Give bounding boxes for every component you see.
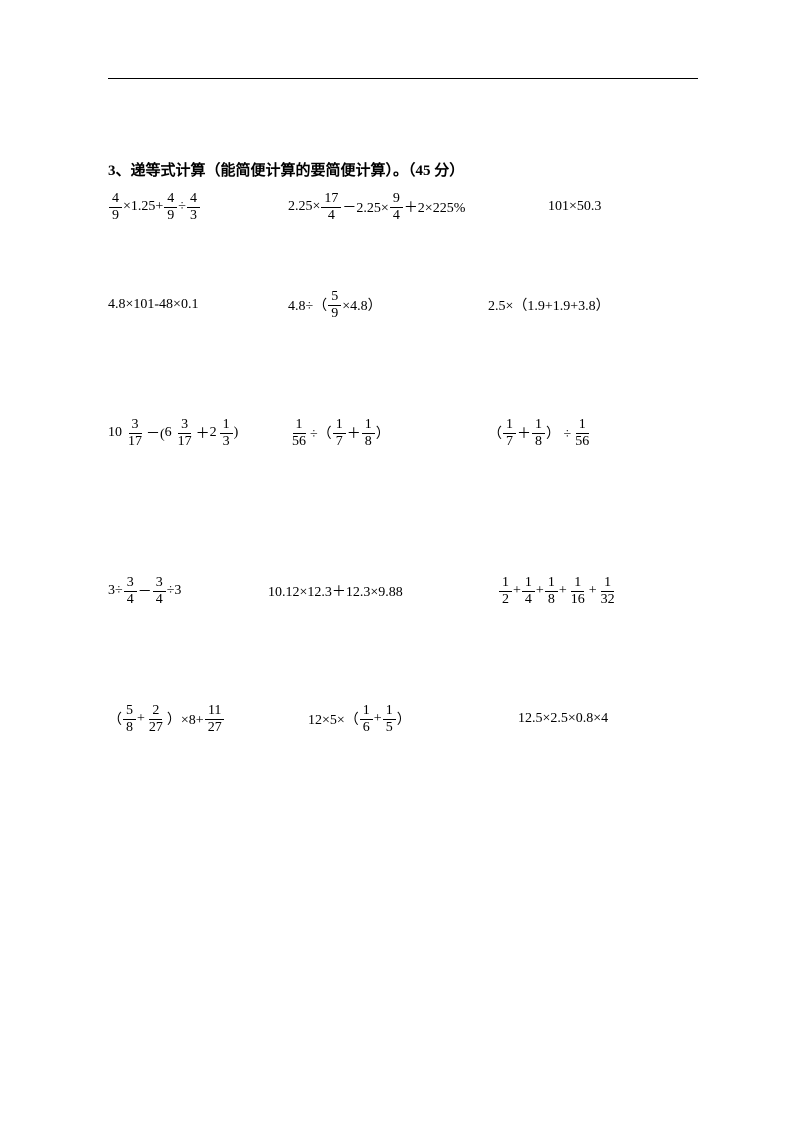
fraction: 156 <box>572 418 592 449</box>
fraction: 18 <box>545 576 558 607</box>
problem-cell: 2.25×174－2.25×94＋2×225% <box>288 192 548 223</box>
fraction: 174 <box>321 192 341 223</box>
problem-cell: 10317－( 6317＋213 ) <box>108 418 288 449</box>
problem-cell: 10.12×12.3＋12.3×9.88 <box>268 581 498 601</box>
math-text: + <box>137 711 145 727</box>
math-text: 12×5×（ <box>308 709 359 729</box>
problem-cell: （17＋18） ÷156 <box>488 418 698 449</box>
math-text: 3÷ <box>108 583 123 599</box>
math-text: ) <box>234 425 239 441</box>
mixed-number: 213 <box>210 418 234 449</box>
problem-cell: 3÷34－34÷3 <box>108 576 268 607</box>
fraction: 227 <box>146 704 166 735</box>
row-spacer <box>108 226 698 286</box>
problem-cell: 101×50.3 <box>548 199 698 215</box>
math-text: ＋2×225% <box>404 197 466 217</box>
math-text: 2.25× <box>288 199 320 215</box>
math-text: ÷3 <box>167 583 182 599</box>
math-text: －( <box>146 423 165 443</box>
problem-row: 3÷34－34÷310.12×12.3＋12.3×9.8812+14+18+11… <box>108 572 698 610</box>
fraction: 116 <box>568 576 588 607</box>
fraction: 14 <box>522 576 535 607</box>
math-text: ＋ <box>347 423 361 443</box>
fraction: 59 <box>328 290 341 321</box>
math-text: ×4.8） <box>342 295 381 315</box>
mixed-number: 6317 <box>165 418 196 449</box>
fraction: 17 <box>333 418 346 449</box>
fraction: 34 <box>124 576 137 607</box>
math-text: 4.8÷（ <box>288 295 327 315</box>
math-text: + <box>536 583 544 599</box>
problem-cell: 4.8÷（59×4.8） <box>288 290 488 321</box>
fraction: 58 <box>123 704 136 735</box>
math-text: 4.8×101-48×0.1 <box>108 297 198 313</box>
math-text: 101×50.3 <box>548 199 601 215</box>
page-content: 3、递等式计算（能简便计算的要简便计算）。（45 分） 49×1.25+49÷4… <box>108 78 698 798</box>
math-text: 2.5×（1.9+1.9+3.8） <box>488 295 610 315</box>
fraction: 17 <box>503 418 516 449</box>
fraction: 132 <box>598 576 618 607</box>
math-text: + <box>589 583 597 599</box>
math-text: ÷（ <box>310 423 332 443</box>
problem-row: 4.8×101-48×0.14.8÷（59×4.8）2.5×（1.9+1.9+3… <box>108 286 698 324</box>
fraction: 94 <box>390 192 403 223</box>
math-text: ） ÷ <box>546 423 571 443</box>
row-spacer <box>108 738 698 798</box>
row-spacer <box>108 452 698 572</box>
math-text: － <box>138 581 152 601</box>
fraction: 34 <box>153 576 166 607</box>
mixed-number: 10317 <box>108 418 146 449</box>
fraction: 43 <box>187 192 200 223</box>
math-text: + <box>513 583 521 599</box>
math-text: ＋ <box>196 423 210 443</box>
math-text: + <box>559 583 567 599</box>
problems-container: 49×1.25+49÷432.25×174－2.25×94＋2×225%101×… <box>108 188 698 798</box>
math-text: 10.12×12.3＋12.3×9.88 <box>268 581 403 601</box>
header-rule <box>108 78 698 79</box>
math-text: －2.25× <box>342 197 388 217</box>
section-title: 3、递等式计算（能简便计算的要简便计算）。（45 分） <box>108 159 698 180</box>
math-text: ＋ <box>517 423 531 443</box>
problem-cell: 12+14+18+116+132 <box>498 576 698 607</box>
fraction: 16 <box>360 704 373 735</box>
problem-row: 10317－( 6317＋213 )156÷（17＋18）（17＋18） ÷15… <box>108 414 698 452</box>
row-spacer <box>108 610 698 700</box>
problem-row: （58+227）×8+112712×5×（16+15）12.5×2.5×0.8×… <box>108 700 698 738</box>
math-text: （ <box>108 709 122 729</box>
math-text: ×1.25+ <box>123 199 163 215</box>
math-text: ） <box>397 709 411 729</box>
problem-cell: （58+227）×8+1127 <box>108 704 308 735</box>
math-text: 12.5×2.5×0.8×4 <box>518 711 608 727</box>
fraction: 156 <box>289 418 309 449</box>
math-text: ）×8+ <box>167 709 204 729</box>
fraction: 49 <box>109 192 122 223</box>
fraction: 1127 <box>205 704 225 735</box>
fraction: 18 <box>362 418 375 449</box>
problem-cell: 12.5×2.5×0.8×4 <box>518 711 698 727</box>
math-text: ） <box>376 423 390 443</box>
math-text: （ <box>488 423 502 443</box>
math-text: ÷ <box>178 199 186 215</box>
math-text: + <box>374 711 382 727</box>
problem-cell: 49×1.25+49÷43 <box>108 192 288 223</box>
problem-cell: 2.5×（1.9+1.9+3.8） <box>488 295 698 315</box>
problem-cell: 12×5×（16+15） <box>308 704 518 735</box>
fraction: 12 <box>499 576 512 607</box>
fraction: 18 <box>532 418 545 449</box>
problem-cell: 4.8×101-48×0.1 <box>108 297 288 313</box>
problem-cell: 156÷（17＋18） <box>288 418 488 449</box>
fraction: 49 <box>164 192 177 223</box>
row-spacer <box>108 324 698 414</box>
problem-row: 49×1.25+49÷432.25×174－2.25×94＋2×225%101×… <box>108 188 698 226</box>
fraction: 15 <box>383 704 396 735</box>
